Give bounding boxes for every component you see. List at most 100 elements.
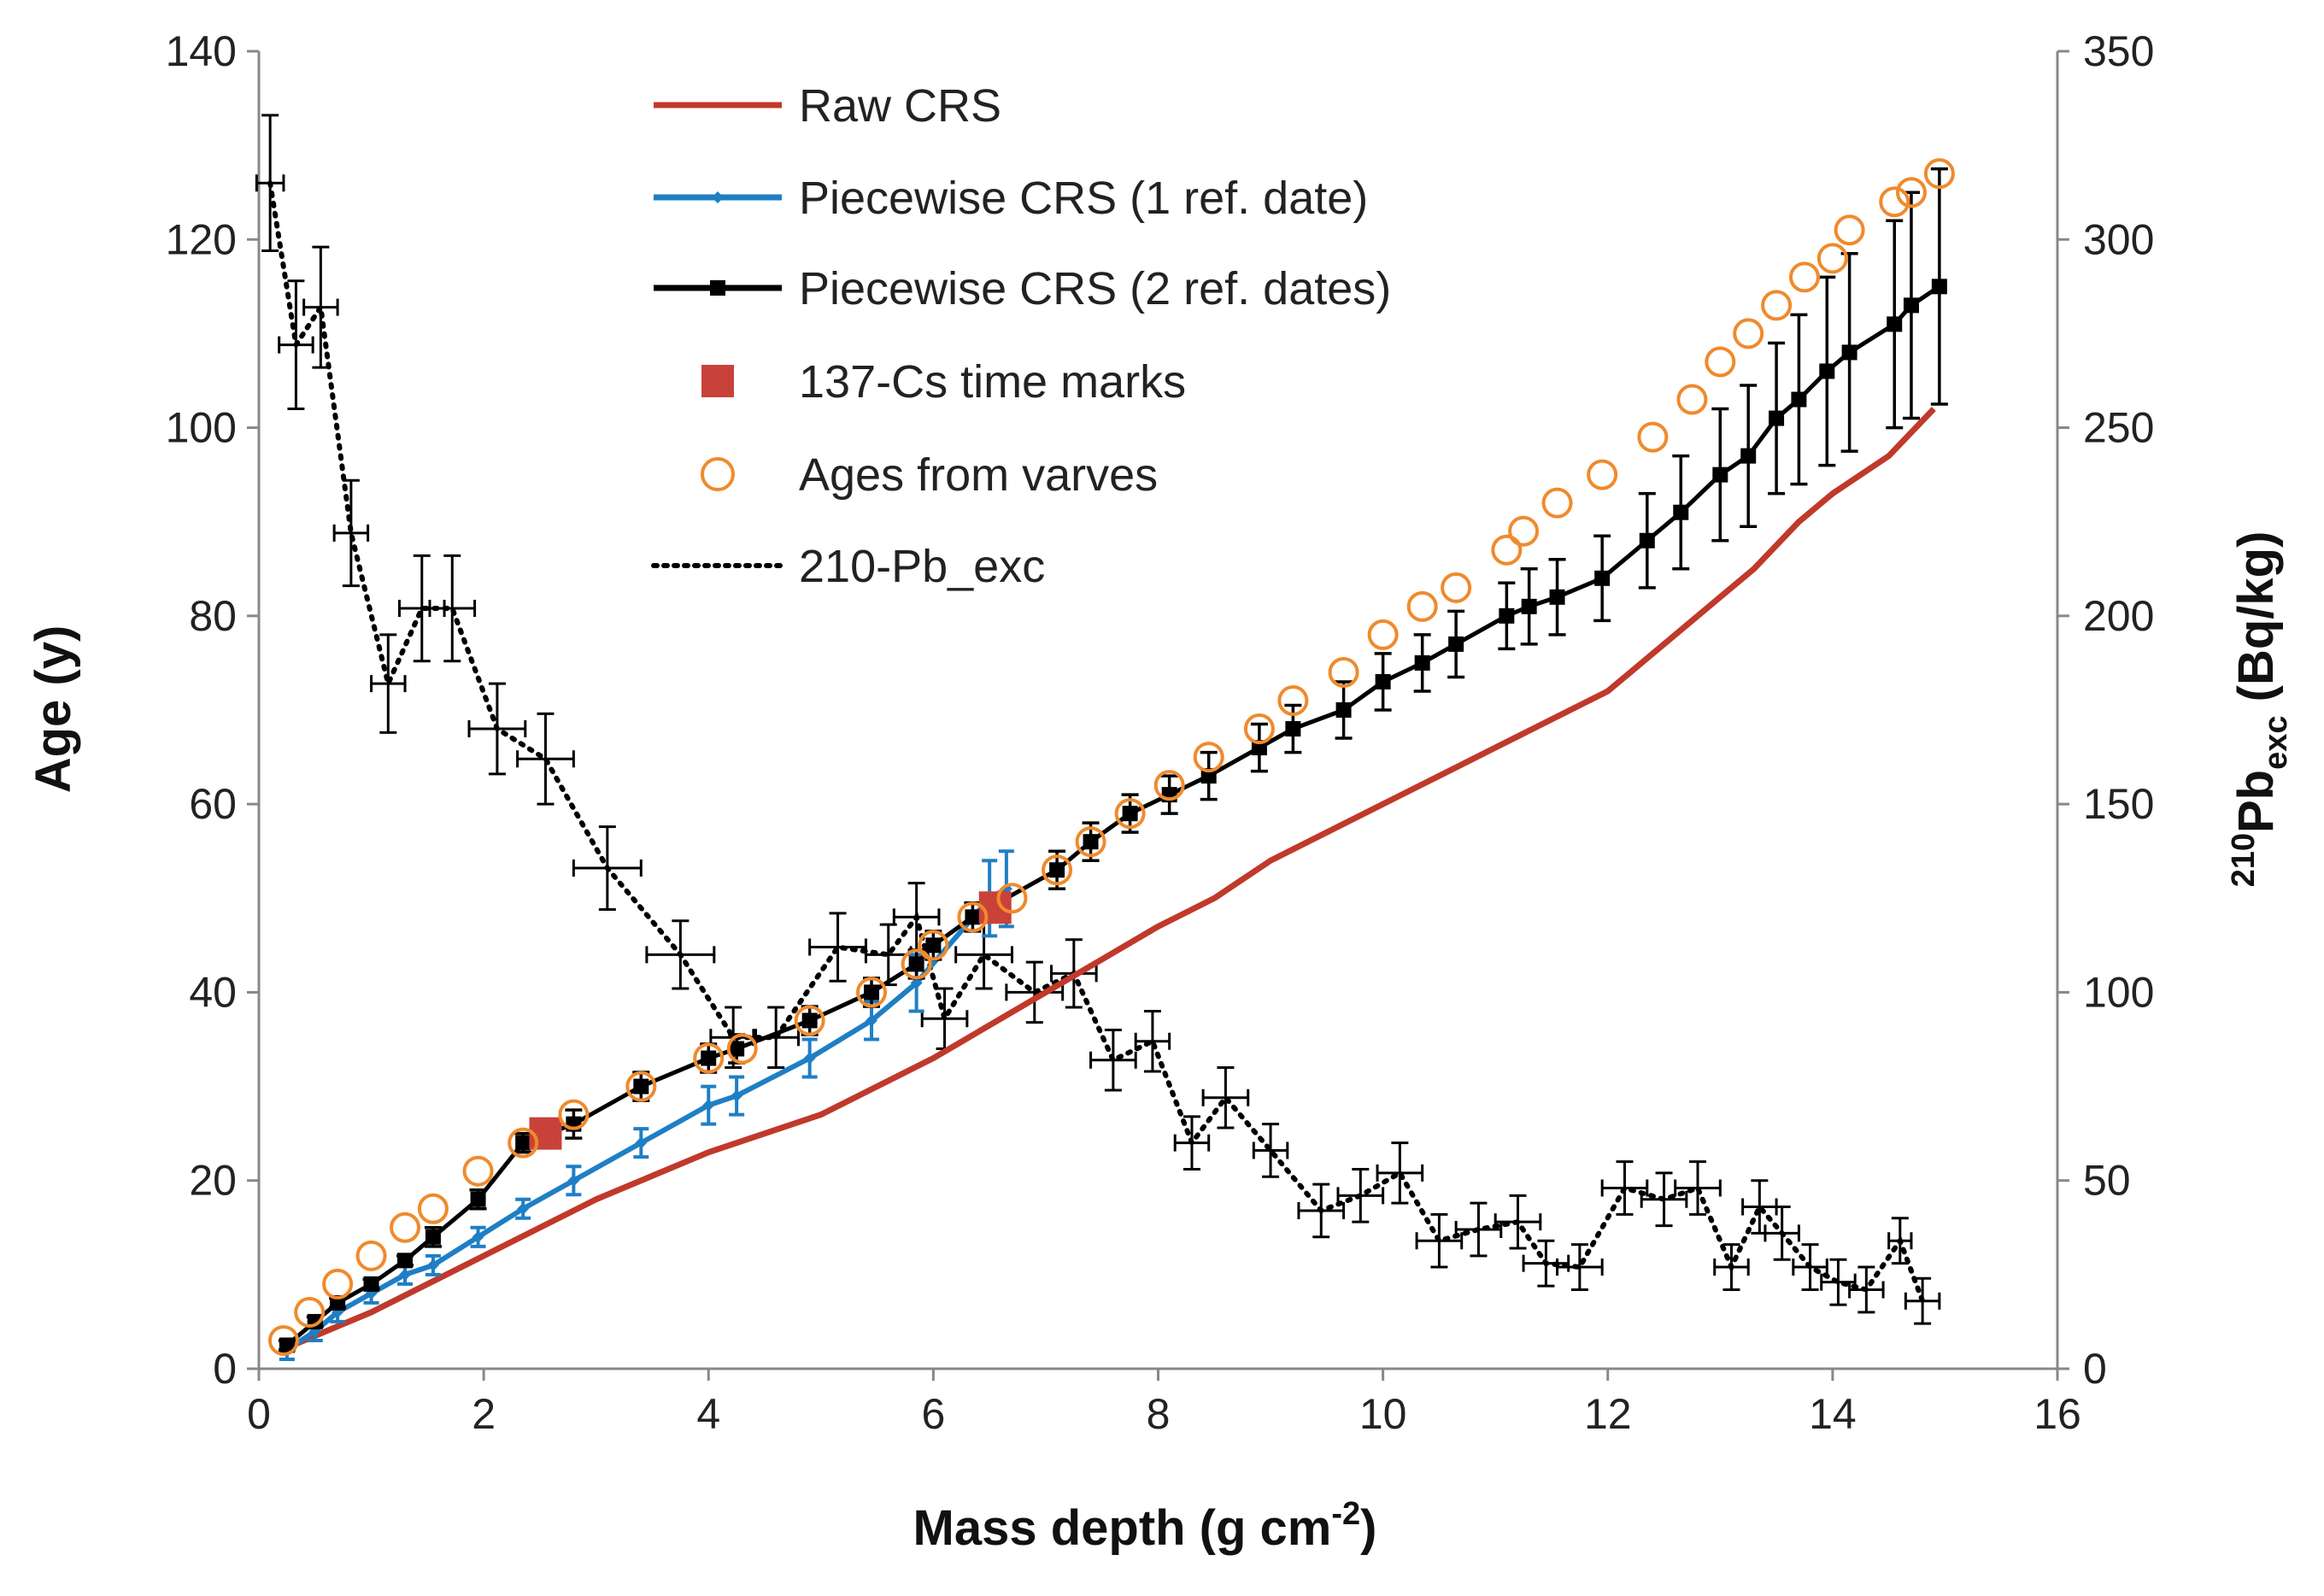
- y2-tick-label: 150: [2083, 780, 2154, 828]
- legend-item-cs-marks: 137-Cs time marks: [701, 356, 1186, 408]
- legend-marker-varves: [701, 457, 735, 491]
- y-tick-label: 100: [166, 404, 237, 452]
- x-tick-label: 12: [1584, 1390, 1632, 1438]
- piecewise2-point: [1251, 740, 1267, 756]
- varve-age-point: [1042, 854, 1073, 886]
- x-tick-label: 10: [1359, 1390, 1407, 1438]
- piecewise1-point: [731, 1089, 743, 1102]
- varve-age-point: [1328, 656, 1359, 688]
- pb-exc-point: [892, 882, 941, 953]
- piecewise2-point: [470, 1191, 486, 1207]
- piecewise2-point: [1639, 532, 1655, 549]
- piecewise2-point: [965, 909, 981, 925]
- pb-exc-point: [1820, 1258, 1857, 1306]
- pb-exc-point: [1494, 1194, 1542, 1250]
- piecewise2-point: [397, 1253, 414, 1269]
- legend-item-piecewise-2: Piecewise CRS (2 ref. dates): [654, 263, 1391, 314]
- piecewise1-point: [472, 1230, 484, 1243]
- varve-age-point: [1153, 770, 1185, 801]
- pb-exc-point: [808, 912, 867, 983]
- pb-exc-point: [428, 554, 477, 663]
- piecewise2-point: [425, 1229, 441, 1245]
- y-tick-label: 0: [213, 1345, 237, 1393]
- varve-age-point: [322, 1268, 354, 1300]
- pb-exc-point: [1600, 1160, 1649, 1216]
- legend: Raw CRS Piecewise CRS (1 ref. date) Piec…: [651, 80, 1391, 592]
- varve-age-point: [996, 883, 1028, 914]
- legend-label: Raw CRS: [799, 80, 1001, 132]
- varve-age-point: [1508, 515, 1540, 547]
- varve-age-point: [1705, 346, 1736, 378]
- pb-exc-point: [1415, 1212, 1464, 1269]
- pb-exc-point: [645, 919, 716, 990]
- varve-age-point: [726, 1033, 758, 1065]
- y2-axis-title: 210Pbexc (Bq/kg): [2226, 531, 2294, 888]
- y2-tick-label: 50: [2083, 1157, 2131, 1205]
- pb-exc-point: [1887, 1217, 1913, 1265]
- pb-exc-point: [1297, 1182, 1346, 1239]
- y-tick-label: 140: [166, 27, 237, 75]
- pb-exc-point: [1640, 1171, 1688, 1228]
- x-axis-title: Mass depth (g cm-2): [913, 1496, 1377, 1556]
- pb-exc-point: [920, 987, 969, 1051]
- x-tick-label: 8: [1147, 1390, 1171, 1438]
- varve-age-point: [1277, 684, 1309, 716]
- legend-item-piecewise-1: Piecewise CRS (1 ref. date): [654, 173, 1368, 224]
- pb-exc-point: [1252, 1123, 1289, 1178]
- piecewise1-point: [567, 1174, 580, 1187]
- pb-exc-point: [1764, 1206, 1800, 1261]
- legend-label: Piecewise CRS (1 ref. date): [799, 173, 1368, 224]
- pb-exc-point: [1556, 1243, 1604, 1291]
- y-tick-label: 60: [189, 780, 237, 828]
- pb-exc-point: [1454, 1201, 1503, 1258]
- pb-exc-point: [1005, 960, 1065, 1024]
- piecewise2-point: [908, 956, 924, 972]
- piecewise1-point: [866, 1014, 878, 1027]
- y-axis-title: Age (y): [26, 625, 81, 794]
- x-tick-label: 14: [1809, 1390, 1857, 1438]
- legend-label: 137-Cs time marks: [799, 356, 1186, 408]
- varve-age-point: [1733, 318, 1764, 349]
- varve-age-point: [794, 1005, 825, 1036]
- pb-exc-point: [1201, 1066, 1250, 1130]
- pb-exc-point: [752, 1006, 800, 1070]
- x-tick-label: 2: [472, 1390, 496, 1438]
- piecewise2-point: [1122, 806, 1138, 822]
- varve-age-point: [1367, 619, 1399, 650]
- legend-marker-cs: [701, 365, 734, 397]
- legend-item-varves: Ages from varves: [701, 449, 1158, 501]
- pb-exc-line: [267, 180, 1926, 1304]
- legend-item-raw-crs: Raw CRS: [654, 80, 1001, 132]
- piecewise2-point: [864, 984, 880, 1000]
- varve-age-point: [417, 1193, 449, 1224]
- pb-exc-point: [1522, 1239, 1570, 1288]
- pb-exc-point: [1336, 1168, 1385, 1223]
- piecewise1-point: [517, 1202, 530, 1215]
- pb-exc-point: [1848, 1265, 1885, 1314]
- y-tick-label: 40: [189, 968, 237, 1016]
- varve-age-point: [267, 1324, 299, 1356]
- piecewise1-point: [910, 977, 923, 989]
- y2-tick-label: 200: [2083, 592, 2154, 640]
- x-tick-label: 16: [2034, 1390, 2081, 1438]
- piecewise2-point: [1887, 316, 1903, 332]
- pb-exc-point: [1713, 1243, 1750, 1291]
- varve-age-point: [1676, 384, 1708, 415]
- piecewise2-point: [1903, 297, 1919, 314]
- piecewise2-point: [1769, 410, 1785, 426]
- piecewise2-point: [1740, 448, 1757, 464]
- piecewise2-point: [925, 937, 942, 953]
- piecewise2-point: [1521, 598, 1537, 614]
- pb-exc-point: [1134, 1009, 1171, 1073]
- pb-exc-point: [954, 919, 1013, 990]
- varve-age-point: [558, 1099, 590, 1130]
- pb-exc-point: [1376, 1141, 1424, 1205]
- pb-exc-point: [572, 825, 643, 911]
- y-tick-label: 80: [189, 592, 237, 640]
- ticks: [247, 50, 2069, 1381]
- piecewise2-point: [1200, 768, 1217, 784]
- x-tick-label: 0: [247, 1390, 271, 1438]
- pb-exc-point: [516, 712, 575, 806]
- piecewise2-point: [1841, 344, 1857, 361]
- varve-age-point: [1491, 534, 1523, 566]
